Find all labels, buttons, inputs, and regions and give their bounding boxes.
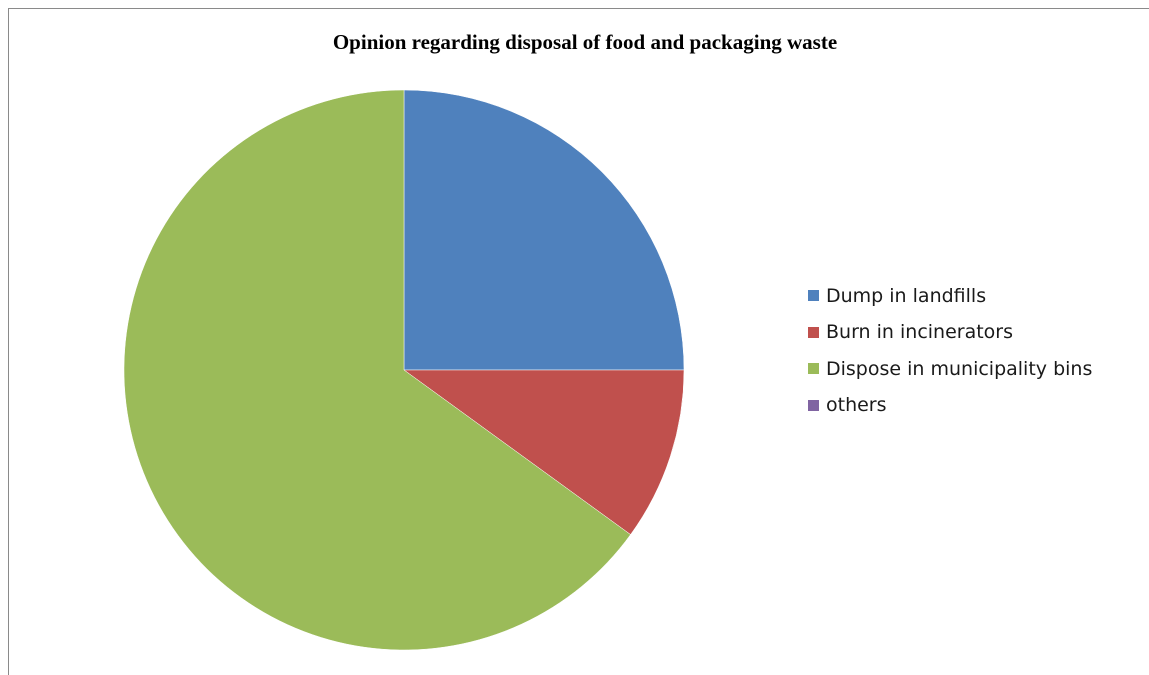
legend-item-dispose-in-municipality-bins: Dispose in municipality bins [808,357,1092,380]
pie-slice-dump-in-landfills [404,90,684,370]
legend-label: Dispose in municipality bins [826,358,1092,380]
legend-label: Dump in landfills [826,285,986,307]
legend-swatch [808,400,819,411]
legend-item-others: others [808,394,1092,417]
legend-swatch [808,290,819,301]
legend-label: Burn in incinerators [826,321,1013,343]
legend-item-dump-in-landfills: Dump in landfills [808,284,1092,307]
legend-item-burn-in-incinerators: Burn in incinerators [808,321,1092,344]
legend-label: others [826,394,887,416]
legend-swatch [808,363,819,374]
legend-swatch [808,327,819,338]
legend: Dump in landfills Burn in incinerators Dis… [808,284,1092,430]
